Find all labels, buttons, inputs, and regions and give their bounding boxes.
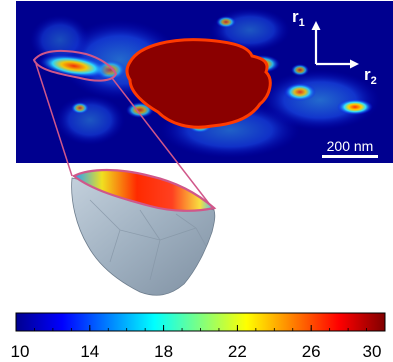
axis-r2-label: r2	[364, 65, 377, 87]
colorbar-tick-label: 18	[154, 342, 174, 361]
particle-3d	[71, 168, 217, 296]
colorbar-tick-label: 10	[10, 342, 30, 361]
colorbar	[15, 312, 386, 332]
colorbar-tick-label: 30	[362, 342, 382, 361]
strain-map	[16, 1, 393, 163]
colorbar-tick-label: 14	[80, 342, 100, 361]
zoom-line-left	[35, 63, 73, 177]
colorbar-tick-label: 22	[227, 342, 247, 361]
zoom-line-right	[111, 77, 215, 211]
axis-r1-label: r1	[292, 7, 305, 29]
core-region	[125, 38, 272, 129]
axes-indicator: r1 r2	[292, 7, 377, 87]
scale-bar: 200 nm	[322, 138, 378, 158]
colorbar-tick-label: 26	[301, 342, 321, 361]
scalebar-label: 200 nm	[327, 138, 374, 154]
colorbar-ticks	[15, 325, 386, 331]
particle-outline-map	[32, 49, 118, 82]
